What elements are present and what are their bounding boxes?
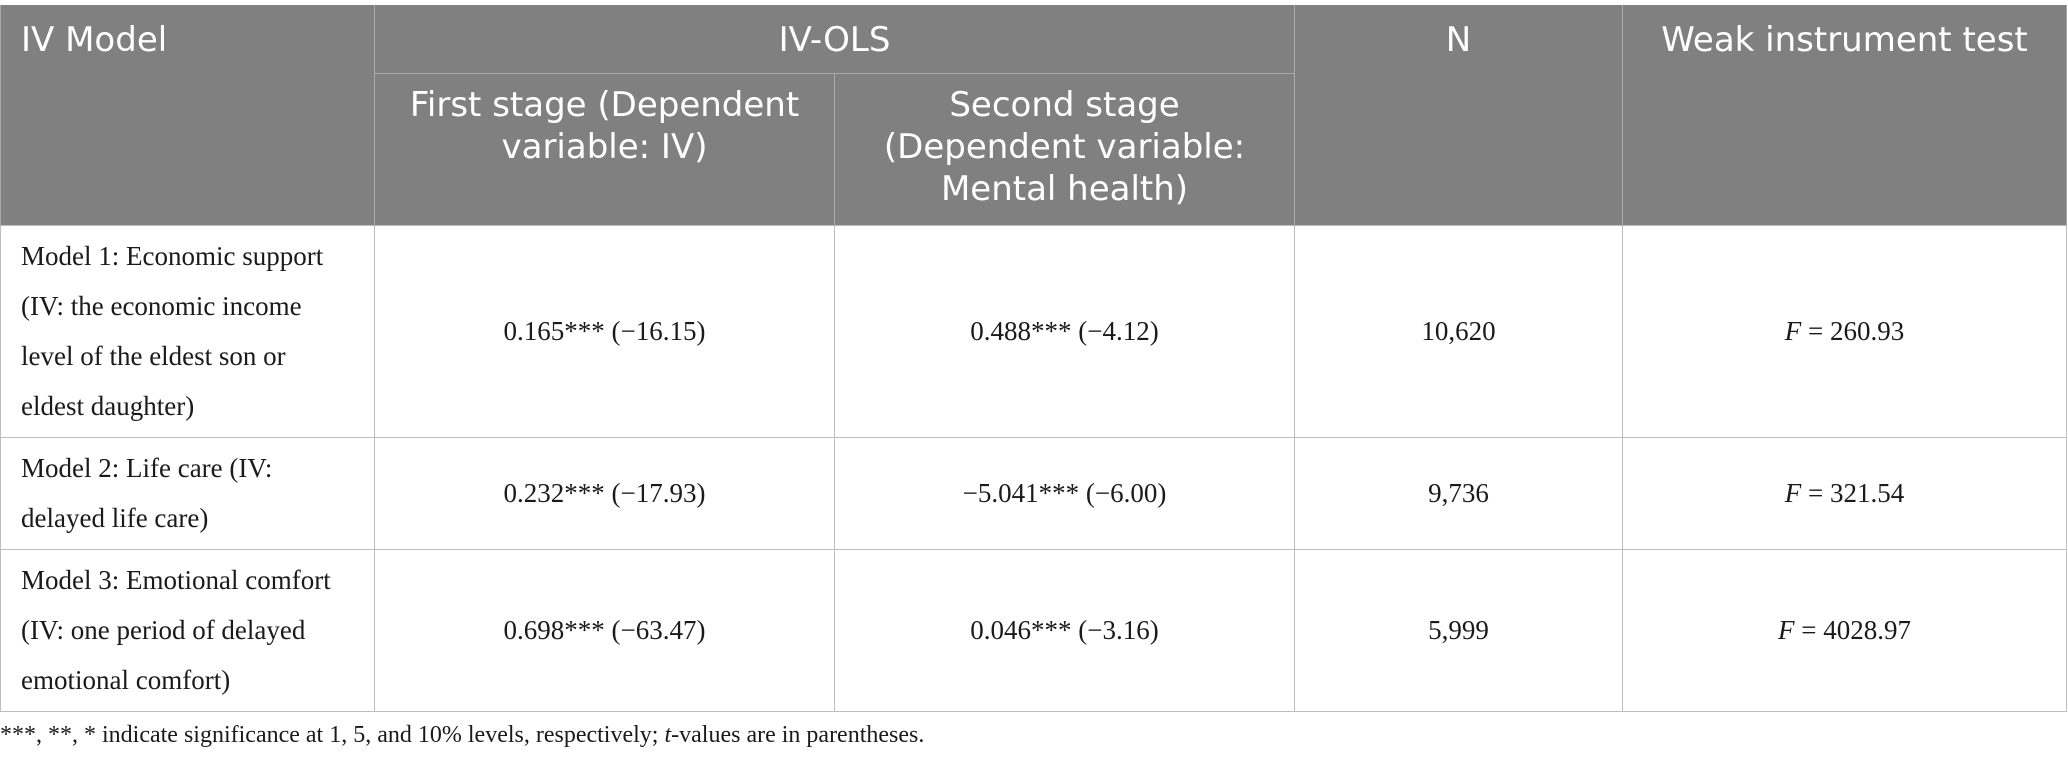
model-cell: Model 3: Emotional comfort (IV: one peri… (0, 548, 375, 712)
f-value: = 321.54 (1801, 477, 1905, 508)
footnote-text-1: ***, **, * indicate significance at 1, 5… (0, 722, 665, 748)
header-n: N (1294, 5, 1624, 225)
first-stage-cell: 0.165*** (−16.15) (374, 224, 835, 438)
second-stage-cell: 0.488*** (−4.12) (833, 224, 1296, 438)
table-row: Model 1: Economic support (IV: the econo… (0, 224, 2068, 438)
first-stage-cell: 0.232*** (−17.93) (374, 436, 835, 550)
f-label: F (1784, 315, 1802, 346)
weak-test-cell: F = 4028.97 (1622, 548, 2068, 712)
header-second-stage: Second stage (Dependent variable: Mental… (833, 73, 1296, 225)
table-row: Model 3: Emotional comfort (IV: one peri… (0, 548, 2068, 712)
f-label: F (1778, 614, 1795, 645)
n-cell: 5,999 (1294, 548, 1624, 712)
second-stage-cell: 0.046*** (−3.16) (833, 548, 1296, 712)
footnote-t-label: t (664, 722, 672, 748)
model-cell: Model 1: Economic support (IV: the econo… (0, 224, 375, 438)
second-stage-cell: −5.041*** (−6.00) (833, 436, 1296, 550)
f-value: = 260.93 (1801, 315, 1905, 346)
model-cell: Model 2: Life care (IV: delayed life car… (0, 436, 375, 550)
n-cell: 9,736 (1294, 436, 1624, 550)
table-body: Model 1: Economic support (IV: the econo… (0, 224, 2068, 712)
table-row: Model 2: Life care (IV: delayed life car… (0, 436, 2068, 550)
table-header: IV Model IV-OLS N Weak instrument test F… (0, 5, 2068, 225)
header-weak-instrument-test: Weak instrument test (1622, 5, 2068, 225)
f-label: F (1784, 477, 1802, 508)
iv-ols-results-table: IV Model IV-OLS N Weak instrument test F… (0, 5, 2068, 712)
results-table-container: IV Model IV-OLS N Weak instrument test F… (0, 5, 2068, 712)
weak-test-cell: F = 321.54 (1622, 436, 2068, 550)
header-iv-ols: IV-OLS (373, 5, 1296, 74)
f-value: = 4028.97 (1794, 614, 1911, 645)
first-stage-cell: 0.698*** (−63.47) (374, 548, 835, 712)
footnote-text-2: -values are in parentheses. (671, 722, 925, 748)
header-iv-model: IV Model (0, 5, 375, 225)
header-first-stage: First stage (Dependent variable: IV) (374, 73, 835, 225)
table-footnote: ***, **, * indicate significance at 1, 5… (0, 722, 924, 749)
weak-test-cell: F = 260.93 (1622, 224, 2068, 438)
n-cell: 10,620 (1294, 224, 1624, 438)
